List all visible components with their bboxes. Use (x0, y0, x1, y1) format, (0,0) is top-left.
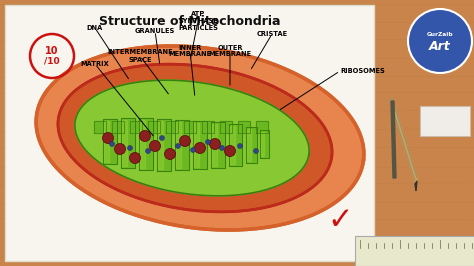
Circle shape (146, 148, 151, 153)
Text: /10: /10 (44, 56, 60, 65)
Circle shape (194, 143, 206, 153)
Circle shape (254, 148, 258, 153)
Circle shape (225, 146, 236, 156)
Circle shape (175, 143, 181, 148)
Text: ✓: ✓ (327, 206, 353, 235)
Text: DNA: DNA (87, 25, 103, 31)
Polygon shape (247, 129, 251, 161)
Polygon shape (246, 127, 257, 163)
Text: OUTER
MEMBRANE: OUTER MEMBRANE (209, 44, 252, 57)
Polygon shape (139, 118, 153, 170)
Text: GRANULES: GRANULES (135, 28, 175, 34)
Polygon shape (175, 120, 189, 170)
Text: Structure of Mitochondria: Structure of Mitochondria (99, 15, 280, 28)
Text: INNER
MEMBRANE: INNER MEMBRANE (168, 44, 211, 57)
Polygon shape (104, 121, 109, 162)
Text: MATRIX: MATRIX (81, 61, 109, 67)
Polygon shape (103, 119, 117, 164)
Circle shape (219, 146, 225, 151)
Circle shape (206, 139, 210, 144)
Polygon shape (158, 121, 163, 169)
Circle shape (408, 9, 472, 73)
Circle shape (149, 140, 161, 152)
Polygon shape (176, 122, 181, 168)
Circle shape (139, 131, 151, 142)
Circle shape (129, 152, 140, 164)
Polygon shape (391, 101, 396, 178)
Polygon shape (211, 122, 225, 168)
Polygon shape (238, 121, 250, 133)
Polygon shape (75, 80, 309, 196)
Circle shape (210, 139, 220, 149)
Bar (355, 236, 474, 266)
Circle shape (109, 142, 115, 147)
Polygon shape (229, 124, 243, 166)
Circle shape (115, 143, 126, 155)
Polygon shape (157, 119, 171, 171)
Circle shape (159, 135, 164, 140)
Polygon shape (58, 64, 332, 212)
Circle shape (164, 148, 175, 160)
Polygon shape (36, 46, 364, 230)
Polygon shape (122, 120, 127, 166)
Polygon shape (121, 118, 135, 168)
Bar (5, 5, 374, 261)
Circle shape (128, 146, 133, 151)
Polygon shape (262, 132, 264, 156)
Text: 10: 10 (45, 46, 59, 56)
Polygon shape (390, 98, 417, 181)
Polygon shape (230, 126, 235, 164)
Text: Art: Art (429, 39, 451, 52)
Polygon shape (184, 121, 196, 133)
Circle shape (102, 132, 113, 143)
Text: ATP
SYNTHASE
PARTICLES: ATP SYNTHASE PARTICLES (178, 11, 218, 31)
Text: GurZaib: GurZaib (427, 31, 453, 36)
Polygon shape (94, 121, 106, 133)
Circle shape (191, 148, 195, 152)
Polygon shape (112, 121, 124, 133)
Polygon shape (140, 120, 145, 168)
Polygon shape (130, 121, 142, 133)
Text: INTERMEMBRANE
SPACE: INTERMEMBRANE SPACE (107, 49, 173, 63)
Bar (420, 106, 470, 136)
Polygon shape (193, 121, 207, 169)
Polygon shape (220, 121, 232, 133)
Circle shape (180, 135, 191, 147)
Polygon shape (148, 121, 160, 133)
Polygon shape (194, 123, 199, 167)
Polygon shape (415, 178, 417, 188)
Polygon shape (261, 130, 270, 158)
Polygon shape (256, 121, 268, 133)
Polygon shape (202, 121, 214, 133)
Polygon shape (212, 124, 217, 166)
Polygon shape (166, 121, 178, 133)
Circle shape (237, 143, 243, 148)
Polygon shape (415, 181, 417, 191)
Text: RIBOSOMES: RIBOSOMES (340, 68, 385, 74)
Text: CRISTAE: CRISTAE (256, 31, 288, 37)
